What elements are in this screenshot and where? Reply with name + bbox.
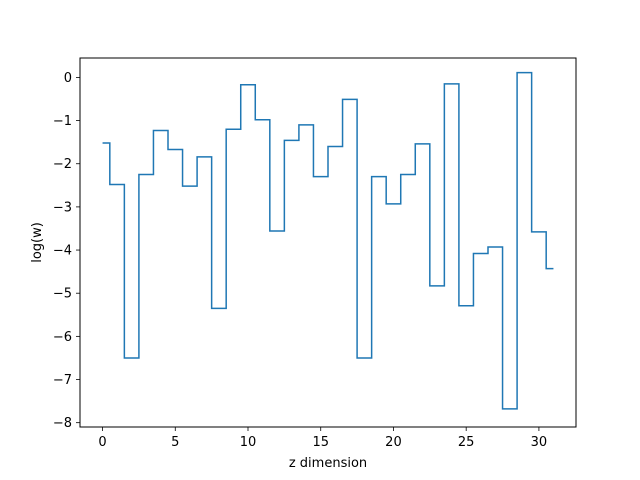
y-tick-label: −5 [53,287,72,302]
x-axis: 0 5 10 15 20 25 30 [98,427,547,450]
x-tick-label: 5 [171,435,179,450]
y-tick-label: −7 [53,373,72,388]
x-tick-label: 0 [98,435,106,450]
y-tick-label: −2 [53,157,72,172]
x-tick-label: 10 [240,435,257,450]
y-tick-label: −3 [53,200,72,215]
y-axis-label: log(w) [30,222,45,263]
x-tick-label: 15 [312,435,329,450]
y-axis: 0 −1 −2 −3 −4 −5 −6 −7 −8 [53,71,80,431]
y-tick-label: −6 [53,330,72,345]
x-tick-label: 20 [385,435,402,450]
series-layer [102,71,554,410]
y-tick-label: −8 [53,416,72,431]
series-line-0 [102,71,554,410]
x-tick-label: 30 [531,435,548,450]
x-tick-label: 25 [458,435,475,450]
y-tick-label: −4 [53,244,72,259]
plot-frame [79,57,577,428]
y-tick-label: −1 [53,114,72,129]
y-tick-label: 0 [64,71,72,86]
x-axis-label: z dimension [289,456,367,471]
